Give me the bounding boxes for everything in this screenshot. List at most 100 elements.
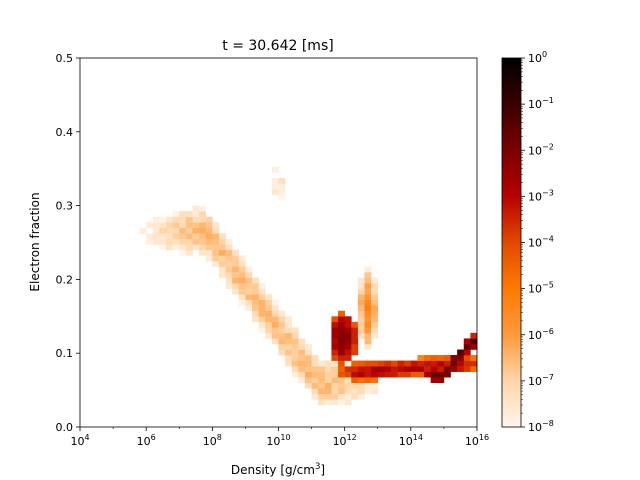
heatmap-cell (238, 277, 246, 284)
x-tick-label: 1012 (333, 433, 357, 448)
heatmap-cell (364, 283, 372, 289)
heatmap-cell (205, 255, 213, 262)
heatmap-cell (351, 366, 359, 372)
heatmap-cell (344, 338, 352, 345)
heatmap-cell (344, 371, 352, 378)
heatmap-cell (271, 310, 279, 317)
x-tick-label-exponent: 8 (217, 433, 222, 442)
heatmap-cell (463, 343, 471, 350)
heatmap-cell (457, 366, 465, 372)
heatmap-cell (357, 294, 365, 300)
heatmap-cell (179, 233, 187, 240)
heatmap-cell (351, 321, 359, 328)
heatmap-cell (252, 288, 259, 295)
heatmap-cell (331, 327, 339, 334)
heatmap-cell (437, 360, 445, 367)
heatmap-cell (470, 338, 478, 345)
heatmap-cell (371, 388, 379, 395)
heatmap-cell (331, 355, 339, 361)
heatmap-cell (351, 371, 359, 378)
heatmap-cell (218, 233, 226, 240)
heatmap-cell (331, 388, 339, 395)
heatmap-cell (238, 255, 246, 262)
heatmap-cell (331, 316, 339, 323)
heatmap-cell (238, 294, 246, 300)
heatmap-cell (152, 222, 160, 229)
colorbar-tick-label-base: 10 (528, 329, 542, 342)
heatmap-cell (225, 244, 233, 251)
heatmap-cell (218, 238, 226, 245)
heatmap-cell (344, 316, 352, 323)
heatmap-cell (397, 360, 405, 367)
heatmap-cell (331, 321, 339, 328)
heatmap-cell (364, 277, 372, 284)
heatmap-cell (424, 371, 431, 378)
heatmap-cell (357, 277, 365, 284)
heatmap-cell (185, 222, 193, 229)
heatmap-cell (265, 305, 273, 312)
colorbar (501, 57, 522, 428)
heatmap-cell (245, 277, 253, 284)
heatmap-cell (338, 349, 345, 356)
heatmap-cell (443, 355, 451, 361)
x-tick-label: 106 (137, 433, 156, 448)
heatmap-cell (351, 393, 359, 400)
heatmap-cell (344, 382, 352, 389)
heatmap-cell (225, 266, 233, 273)
heatmap-cell (364, 316, 372, 323)
x-tick-label-base: 10 (333, 435, 347, 448)
x-tick-label: 1016 (465, 433, 489, 448)
colorbar-tick-label-exponent: −1 (542, 96, 554, 105)
heatmap-cell (450, 360, 458, 367)
heatmap-cell (278, 349, 286, 356)
colorbar-tick-label-exponent: −7 (542, 373, 554, 382)
heatmap-cell (185, 249, 193, 256)
heatmap-cell (218, 244, 226, 251)
heatmap-cell (437, 371, 445, 378)
heatmap-cell (179, 238, 187, 245)
heatmap-cell (159, 238, 167, 245)
heatmap-cell (331, 382, 339, 389)
x-tick-label-exponent: 4 (84, 433, 89, 442)
heatmap-cell (324, 382, 332, 389)
heatmap-cell (166, 238, 173, 245)
heatmap-cell (232, 249, 240, 256)
heatmap-cell (364, 305, 372, 312)
heatmap-cell (278, 338, 286, 345)
heatmap-cell (331, 349, 339, 356)
x-tick-label-base: 10 (465, 435, 479, 448)
heatmap-cell (371, 277, 379, 284)
colorbar-tick-label-exponent: −4 (542, 235, 554, 244)
heatmap-cell (218, 255, 226, 262)
colorbar-tick-label-exponent: −2 (542, 142, 554, 151)
heatmap-cell (318, 377, 326, 384)
heatmap-cell (192, 216, 200, 223)
heatmap-cell (364, 360, 372, 367)
heatmap-cell (304, 349, 312, 356)
heatmap-cell (285, 332, 293, 339)
heatmap-cell (331, 377, 339, 384)
heatmap-cell (384, 360, 392, 367)
x-tick-label-base: 10 (137, 435, 151, 448)
heatmap-cell (278, 194, 286, 201)
heatmap-cell (384, 366, 392, 372)
heatmap-cell (298, 366, 306, 372)
heatmap-cell (205, 222, 213, 229)
heatmap-cells (139, 166, 478, 406)
heatmap-cell (218, 266, 226, 273)
heatmap-cell (331, 393, 339, 400)
heatmap-cell (245, 299, 253, 306)
heatmap-cell (331, 399, 339, 406)
colorbar-tick-label-exponent: −3 (542, 188, 554, 197)
heatmap-cell (139, 227, 147, 234)
heatmap-cell (265, 332, 273, 339)
y-tick-label: 0.2 (56, 273, 74, 286)
heatmap-cell (199, 216, 207, 223)
heatmap-cell (152, 233, 160, 240)
chart-title: t = 30.642 [ms] (222, 38, 333, 54)
heatmap-cell (291, 332, 299, 339)
y-tick-label: 0.0 (56, 421, 74, 434)
heatmap-cell (371, 321, 379, 328)
heatmap-cell (463, 349, 471, 356)
heatmap-cell (258, 299, 266, 306)
